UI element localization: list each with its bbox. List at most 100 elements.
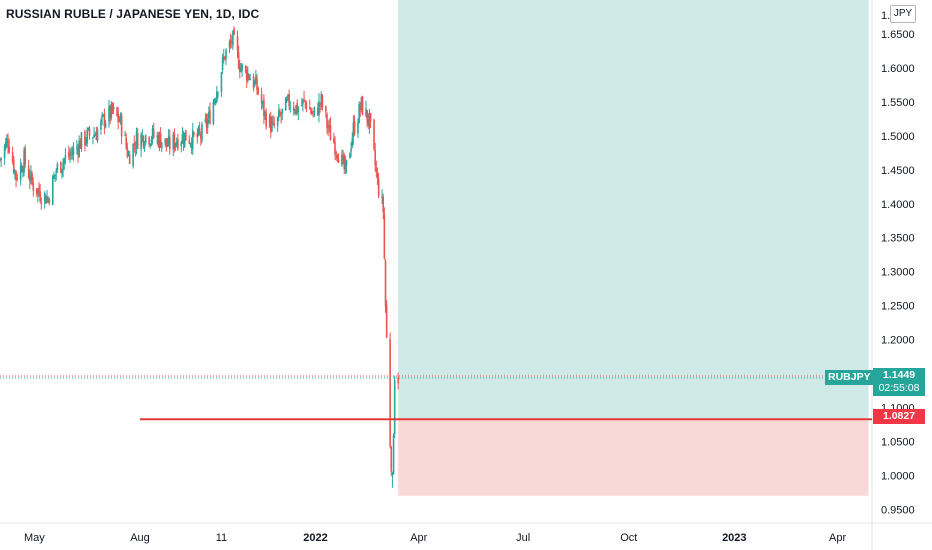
candle-body-27 xyxy=(43,193,46,202)
candle-body-101 xyxy=(160,142,163,149)
candle-body-181 xyxy=(289,107,292,109)
candle-body-72 xyxy=(116,107,118,116)
candle-body-234 xyxy=(375,167,378,173)
candle-body-122 xyxy=(196,133,199,138)
candle-body-165 xyxy=(264,111,266,114)
candle-body-228 xyxy=(366,110,368,122)
candle-body-50 xyxy=(79,140,82,149)
candle-body-15 xyxy=(23,150,25,173)
candle-body-16 xyxy=(24,148,27,165)
candle-body-4 xyxy=(6,138,8,144)
candle-body-237 xyxy=(381,196,383,198)
candle-body-142 xyxy=(228,42,231,48)
candle-body-154 xyxy=(247,72,249,81)
candle-body-34 xyxy=(54,174,56,176)
last-price-badge: 1.1449 02:55:08 xyxy=(873,368,925,396)
candle-body-69 xyxy=(110,103,113,118)
price-lines xyxy=(0,375,872,421)
candle-body-103 xyxy=(165,138,168,146)
stop-price-badge: 1.0827 xyxy=(873,409,925,424)
candle-body-178 xyxy=(286,99,288,101)
candle-body-159 xyxy=(255,76,257,84)
candle-body-82 xyxy=(132,144,134,167)
candle-body-25 xyxy=(39,191,41,202)
candle-body-106 xyxy=(169,137,171,150)
candle-body-203 xyxy=(326,114,328,127)
candle-body-76 xyxy=(120,115,123,137)
candle-body-185 xyxy=(296,102,298,114)
candle-body-67 xyxy=(108,106,110,122)
y-tick-label-9: 1.2000 xyxy=(881,335,915,347)
candle-body-161 xyxy=(257,87,259,94)
candle-body-126 xyxy=(201,124,203,141)
candle-body-170 xyxy=(272,121,274,123)
candle-body-64 xyxy=(102,114,105,116)
candle-body-112 xyxy=(180,142,183,147)
candle-body-117 xyxy=(188,140,191,144)
candle-body-102 xyxy=(164,138,167,144)
y-tick-label-12: 1.0000 xyxy=(881,470,915,482)
candle-body-2 xyxy=(3,146,6,159)
candle-body-226 xyxy=(361,96,364,115)
candle-body-22 xyxy=(35,188,38,194)
candle-body-171 xyxy=(273,123,276,126)
candle-body-208 xyxy=(334,142,336,155)
y-tick-label-8: 1.2500 xyxy=(881,301,915,313)
candle-body-190 xyxy=(304,100,306,102)
candle-body-163 xyxy=(261,101,264,103)
candle-body-68 xyxy=(109,105,111,119)
candle-body-229 xyxy=(367,119,370,125)
candle-body-7 xyxy=(11,152,14,163)
candle-body-193 xyxy=(310,109,312,114)
candle-body-152 xyxy=(244,66,247,69)
candle-body-167 xyxy=(268,115,271,127)
y-tick-label-0: 1.6500 xyxy=(881,29,915,41)
candle-body-139 xyxy=(222,56,225,60)
candle-body-35 xyxy=(55,170,58,174)
candle-body-198 xyxy=(318,100,320,116)
candle-body-189 xyxy=(303,98,305,100)
candle-body-215 xyxy=(344,163,347,170)
candle-body-220 xyxy=(352,122,355,138)
candle-body-204 xyxy=(327,125,329,129)
position-zones[interactable] xyxy=(398,0,869,496)
candle-body-125 xyxy=(199,134,202,139)
candle-body-127 xyxy=(204,119,207,122)
candle-body-81 xyxy=(128,154,131,164)
candle-body-12 xyxy=(19,164,22,181)
candle-body-219 xyxy=(351,138,354,147)
candle-body-78 xyxy=(125,137,128,148)
candle-body-19 xyxy=(30,171,32,180)
x-axis[interactable]: May Aug 11 2022 Apr Jul Oct 2023 Apr xyxy=(24,532,846,544)
candle-body-32 xyxy=(51,176,54,206)
y-tick-label-13: 0.9500 xyxy=(881,504,915,516)
candle-body-97 xyxy=(156,135,158,138)
candle-body-123 xyxy=(197,127,200,136)
profit-zone xyxy=(398,0,869,420)
candle-body-207 xyxy=(333,138,335,143)
y-axis[interactable]: 1.6500 1.6000 1.5500 1.5000 1.4500 1.4000 1.35… xyxy=(881,10,915,516)
candle-body-39 xyxy=(62,162,64,170)
candle-body-150 xyxy=(240,68,242,72)
candle-body-87 xyxy=(140,134,142,150)
candle-body-223 xyxy=(358,104,360,123)
candle-body-43 xyxy=(69,154,71,156)
candle-body-88 xyxy=(141,134,144,137)
candle-body-236 xyxy=(377,179,380,197)
candle-body-1 xyxy=(0,157,2,160)
candle-body-71 xyxy=(112,106,115,110)
candle-body-37 xyxy=(60,161,62,173)
candle-body-31 xyxy=(48,199,51,204)
candle-body-38 xyxy=(61,168,63,174)
candle-body-111 xyxy=(177,139,179,149)
candle-body-224 xyxy=(359,106,362,111)
candle-body-33 xyxy=(53,175,55,179)
y-tick-label-11: 1.0500 xyxy=(881,436,915,448)
candle-body-206 xyxy=(329,125,332,141)
candle-body-28 xyxy=(45,195,47,204)
currency-badge[interactable]: JPY xyxy=(890,5,916,23)
candle-body-146 xyxy=(233,28,235,35)
